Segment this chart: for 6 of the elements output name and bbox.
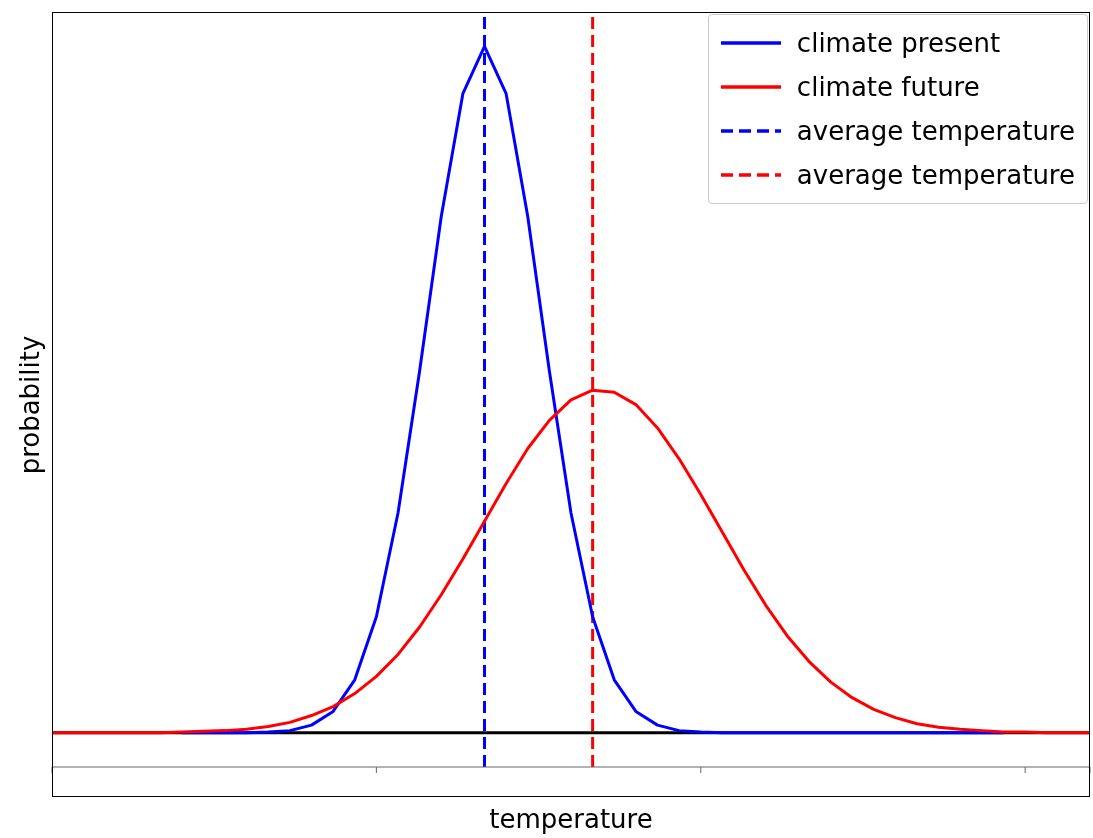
- text: average temperature: [796, 160, 1075, 190]
- legend-label: climate future: [796, 72, 980, 102]
- text: average temperature: [796, 116, 1075, 146]
- y-axis-title: probability: [15, 335, 45, 474]
- x-axis-title: temperature: [488, 804, 654, 834]
- legend-label: climate present: [796, 28, 1001, 58]
